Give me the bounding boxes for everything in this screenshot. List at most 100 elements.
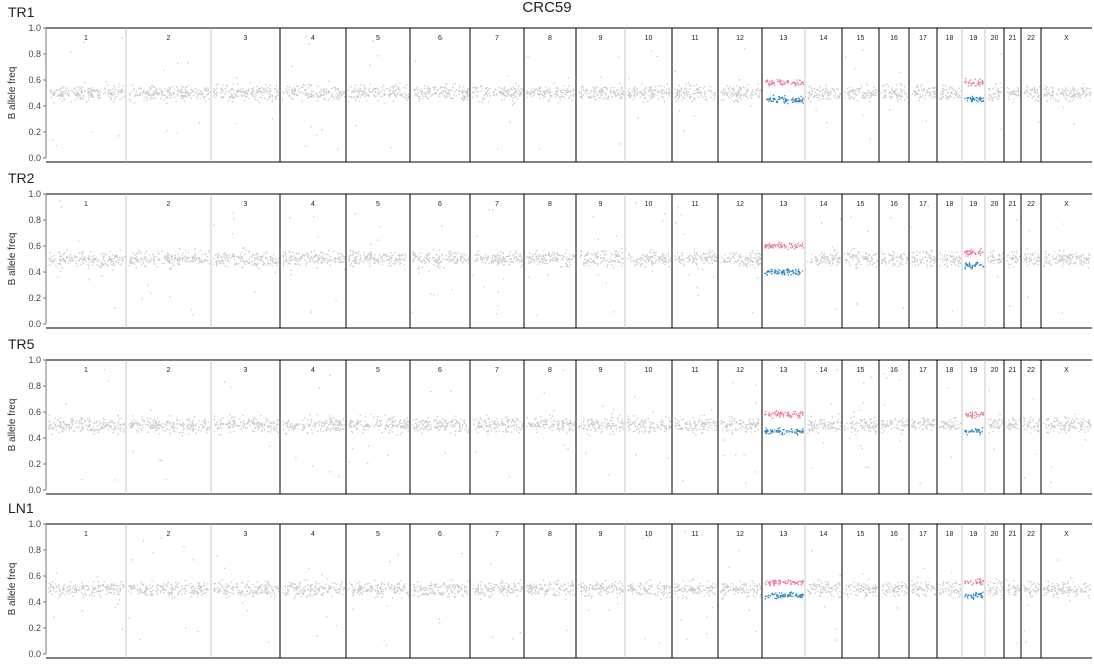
baf-point — [838, 97, 841, 99]
baf-point — [119, 259, 121, 261]
baf-point — [766, 244, 768, 246]
baf-point — [743, 263, 745, 265]
baf-point — [548, 90, 550, 92]
baf-point — [783, 82, 785, 84]
baf-point — [128, 98, 130, 101]
baf-point — [1071, 89, 1073, 92]
baf-point — [585, 92, 587, 94]
baf-point — [448, 256, 450, 258]
baf-point — [850, 95, 853, 97]
baf-point — [428, 257, 431, 259]
baf-point — [916, 254, 918, 256]
baf-point — [913, 251, 915, 253]
baf-point — [690, 95, 692, 98]
baf-point — [297, 260, 299, 262]
baf-point — [215, 94, 218, 96]
baf-point — [350, 249, 352, 251]
baf-point — [150, 96, 152, 98]
baf-point — [979, 81, 982, 84]
baf-point — [883, 89, 885, 91]
baf-point — [361, 91, 363, 93]
baf-point — [117, 259, 119, 261]
baf-point — [429, 252, 431, 254]
baf-point — [477, 257, 479, 259]
baf-point — [78, 260, 80, 262]
baf-point — [261, 255, 263, 257]
baf-point — [448, 92, 450, 94]
baf-point — [451, 97, 453, 99]
baf-point — [681, 99, 683, 101]
baf-point — [503, 260, 505, 263]
baf-point — [1008, 92, 1010, 95]
baf-point — [178, 264, 181, 266]
baf-point — [96, 88, 98, 91]
baf-point — [491, 255, 494, 257]
baf-point — [383, 254, 386, 256]
baf-point — [982, 97, 984, 99]
baf-point — [607, 95, 609, 97]
baf-point — [917, 86, 919, 88]
baf-point — [949, 94, 951, 97]
baf-point — [750, 259, 753, 261]
baf-point — [513, 95, 515, 97]
baf-point — [385, 255, 388, 257]
baf-point — [481, 256, 483, 259]
baf-point — [643, 101, 645, 103]
baf-point — [604, 87, 606, 89]
baf-point — [648, 260, 650, 262]
baf-point — [111, 259, 113, 261]
baf-point — [914, 261, 916, 263]
baf-point — [1075, 96, 1077, 98]
baf-point — [978, 264, 981, 266]
baf-point — [368, 258, 370, 260]
baf-point — [794, 85, 796, 87]
baf-point — [857, 251, 860, 253]
baf-point — [940, 93, 942, 95]
baf-point — [113, 85, 115, 87]
baf-point — [109, 251, 111, 253]
baf-point — [498, 261, 500, 264]
baf-point — [1013, 91, 1015, 93]
baf-point — [526, 96, 529, 99]
baf-point — [765, 247, 767, 249]
baf-point — [553, 253, 555, 256]
baf-point — [957, 95, 959, 98]
baf-point — [742, 94, 745, 97]
baf-point — [900, 95, 902, 97]
baf-point — [787, 271, 789, 273]
baf-point — [723, 261, 725, 264]
baf-point — [767, 244, 769, 246]
baf-point — [62, 95, 64, 97]
baf-point — [769, 243, 771, 245]
baf-point — [775, 244, 777, 246]
baf-point — [528, 257, 530, 259]
baf-point — [467, 87, 469, 90]
baf-point — [896, 260, 898, 262]
baf-point — [265, 83, 267, 85]
baf-point — [63, 90, 65, 93]
baf-point — [542, 260, 544, 262]
baf-point — [664, 256, 666, 258]
baf-point — [461, 262, 463, 264]
baf-point — [370, 243, 372, 246]
baf-point — [238, 90, 241, 92]
baf-point — [892, 263, 894, 265]
baf-point — [906, 259, 909, 262]
baf-point — [79, 97, 82, 100]
baf-point — [165, 90, 167, 92]
baf-point — [1043, 93, 1045, 95]
baf-point — [931, 90, 933, 93]
baf-point — [977, 83, 980, 85]
baf-point — [242, 260, 244, 262]
baf-point — [326, 253, 328, 255]
baf-point — [942, 93, 944, 96]
baf-point — [715, 255, 717, 257]
baf-point — [569, 96, 571, 98]
baf-point — [628, 254, 630, 256]
baf-point — [1089, 92, 1092, 94]
baf-point — [184, 88, 186, 90]
baf-point — [289, 95, 291, 97]
baf-point — [323, 90, 326, 92]
baf-point — [59, 200, 61, 202]
baf-point — [327, 259, 329, 261]
